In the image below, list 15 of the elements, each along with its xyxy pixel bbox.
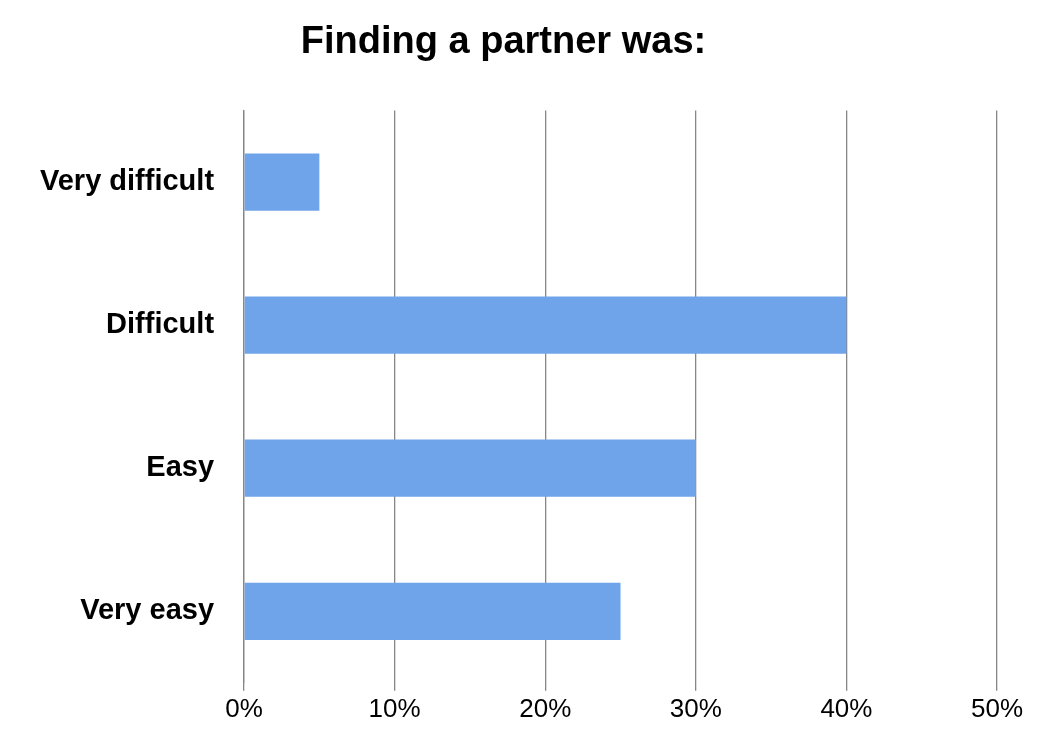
chart-title: Finding a partner was: <box>300 19 707 62</box>
x-tick-label: 0% <box>225 692 263 723</box>
y-tick-label: Difficult <box>106 307 215 340</box>
bar <box>244 296 847 354</box>
x-tick-label: 20% <box>519 692 572 723</box>
x-tick-label: 30% <box>669 692 722 723</box>
y-tick-label: Very difficult <box>40 164 215 197</box>
bar <box>244 439 696 497</box>
y-tick-label: Easy <box>146 450 215 483</box>
x-tick-label: 40% <box>820 692 873 723</box>
bar <box>244 582 621 640</box>
x-tick-label: 10% <box>368 692 421 723</box>
bar <box>244 153 320 211</box>
y-tick-label: Very easy <box>80 593 215 626</box>
x-tick-label: 50% <box>970 692 1024 723</box>
